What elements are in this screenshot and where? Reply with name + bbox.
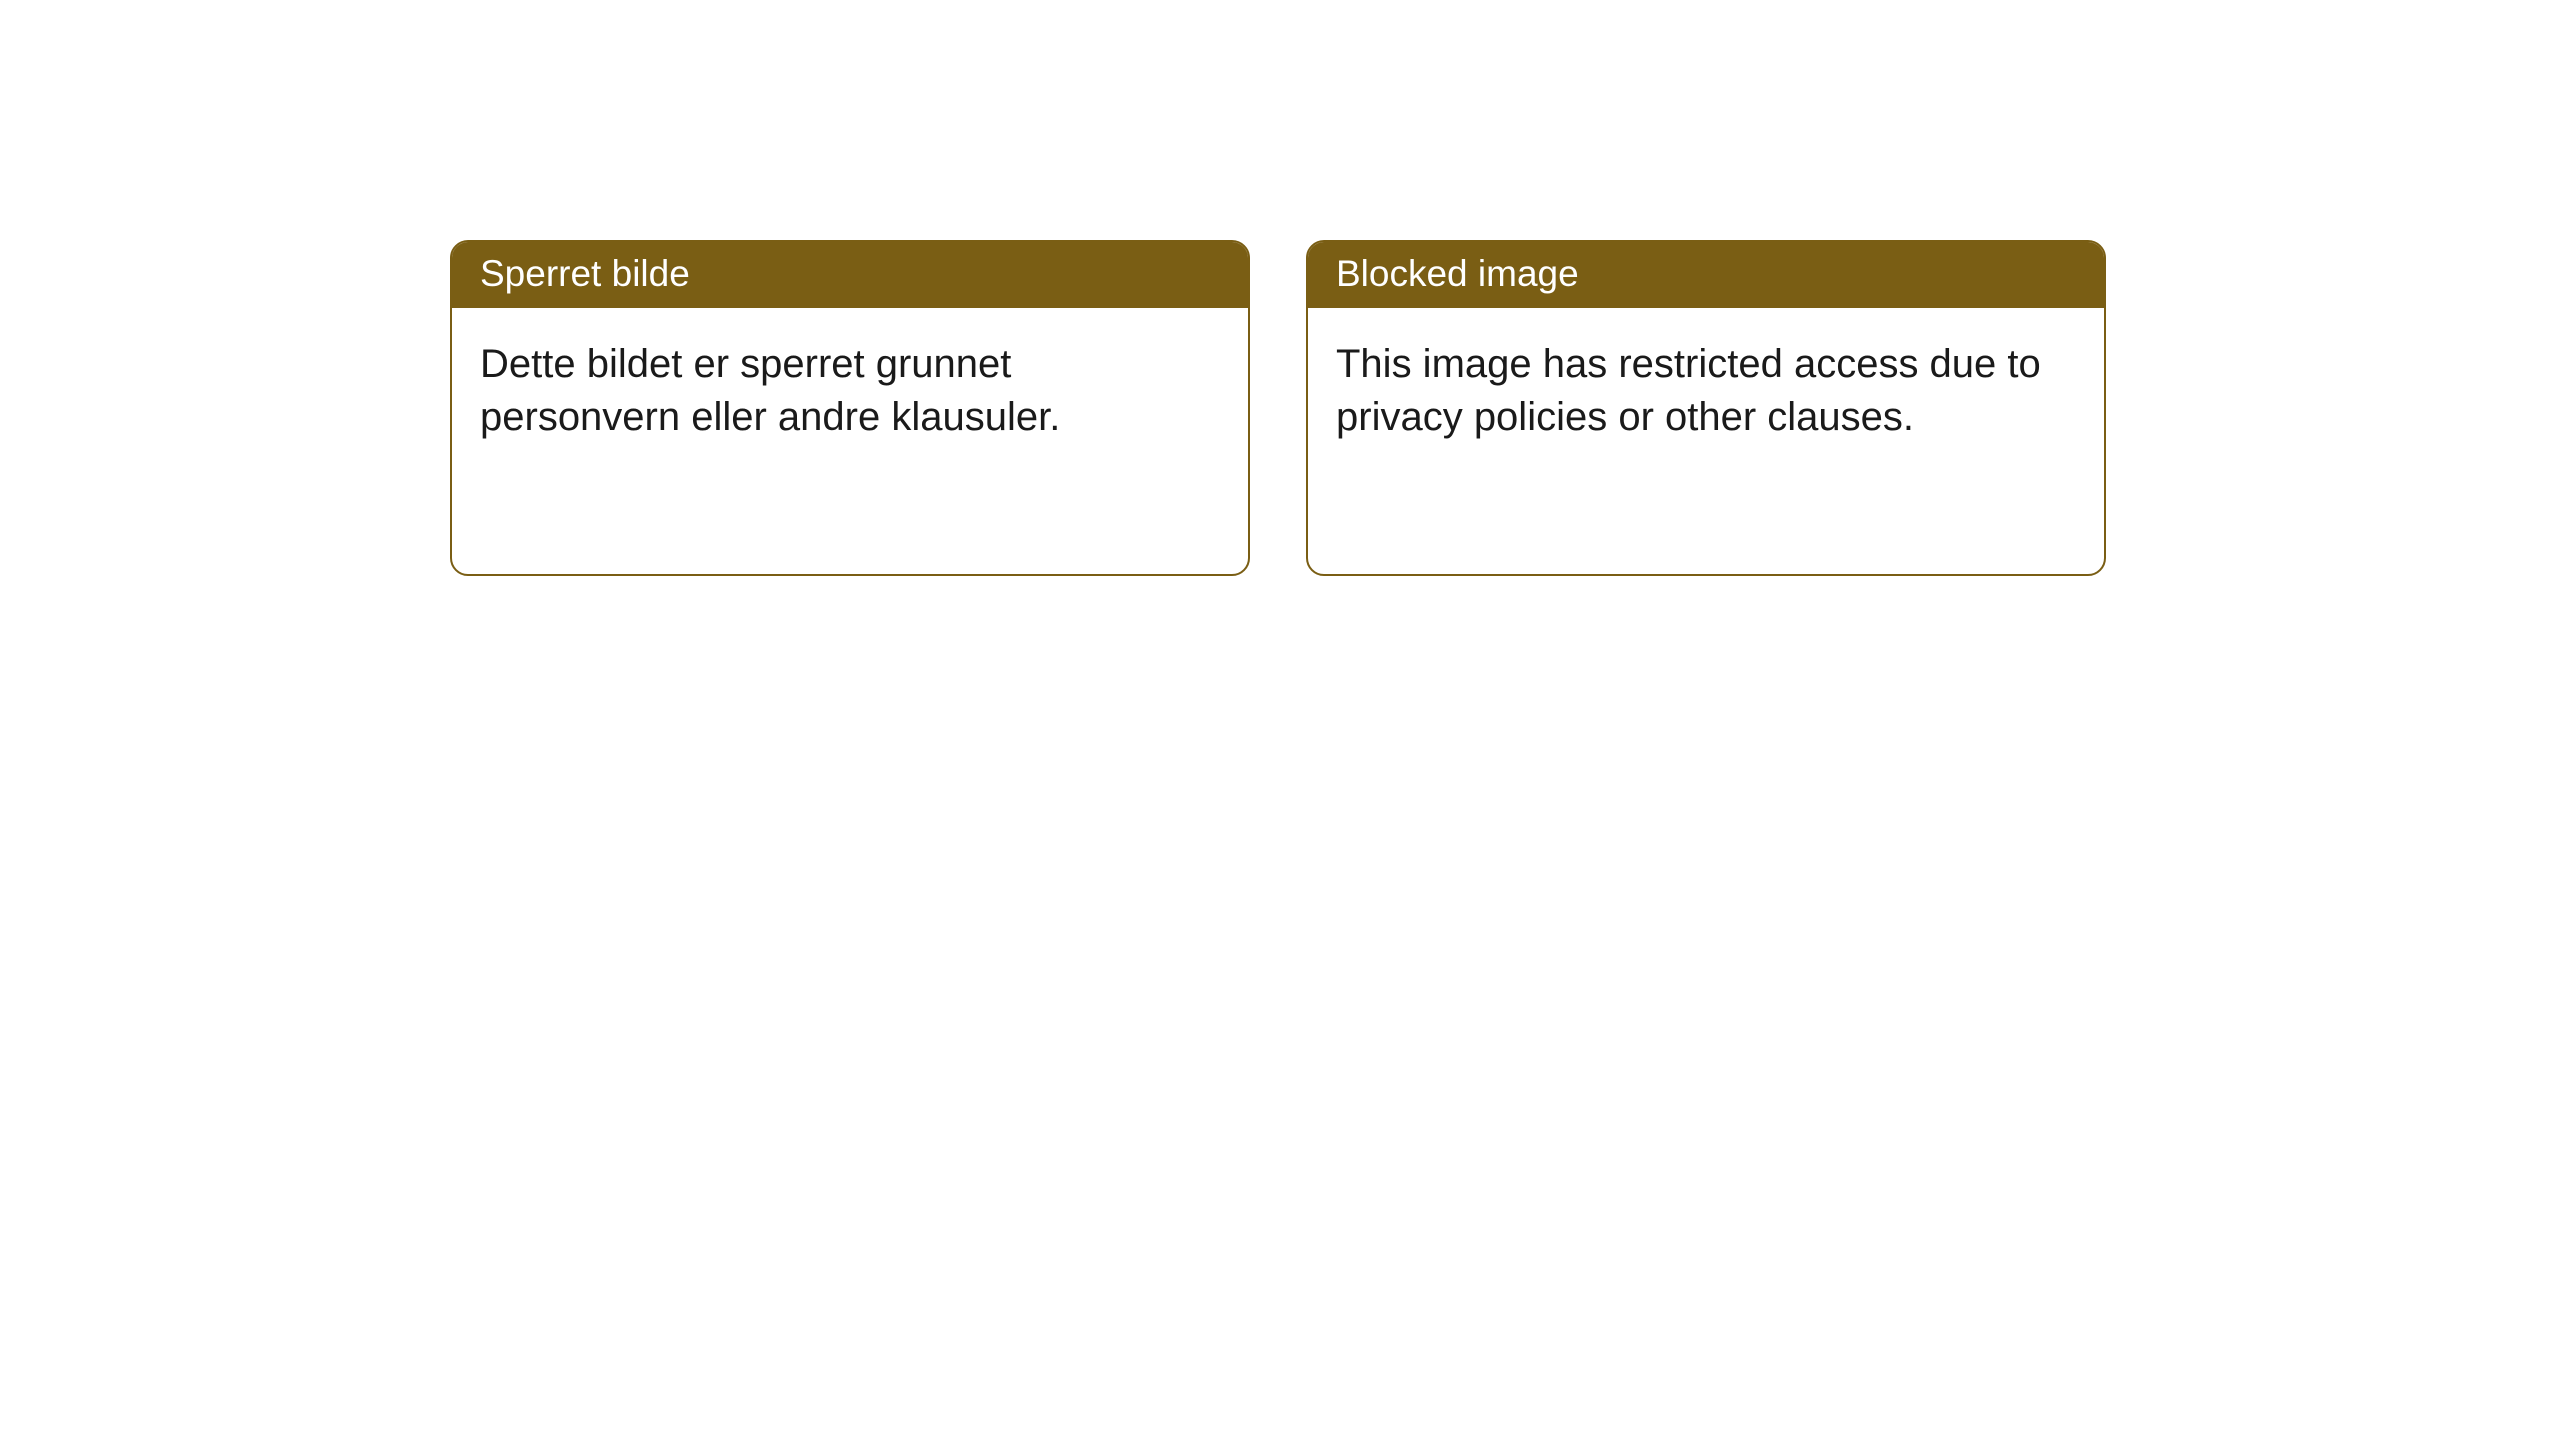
notice-card-english: Blocked image This image has restricted … xyxy=(1306,240,2106,576)
notice-header-english: Blocked image xyxy=(1308,242,2104,308)
blocked-image-notices: Sperret bilde Dette bildet er sperret gr… xyxy=(450,240,2106,576)
notice-card-norwegian: Sperret bilde Dette bildet er sperret gr… xyxy=(450,240,1250,576)
notice-body-english: This image has restricted access due to … xyxy=(1308,308,2104,474)
notice-header-norwegian: Sperret bilde xyxy=(452,242,1248,308)
notice-body-norwegian: Dette bildet er sperret grunnet personve… xyxy=(452,308,1248,474)
